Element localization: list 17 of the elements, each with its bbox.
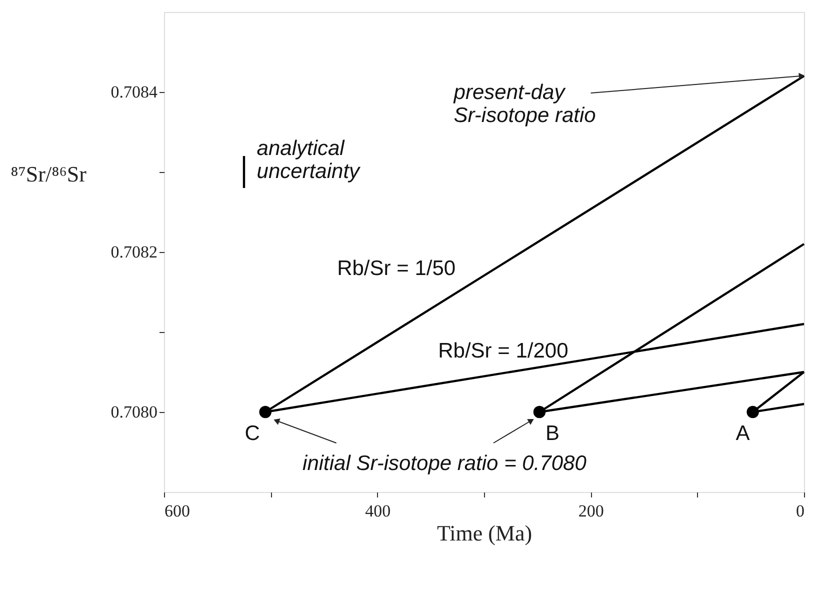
y-tick-label: 0.7082 (110, 242, 158, 262)
annotation: initial Sr-isotope ratio = 0.7080 (302, 452, 587, 475)
y-tick-label: 0.7084 (110, 82, 158, 102)
x-tick-label: 600 (164, 502, 190, 520)
x-tick-label: 0 (796, 502, 804, 520)
annotation: Rb/Sr = 1/50 (337, 256, 456, 280)
annotation: present-day Sr-isotope ratio (452, 81, 596, 127)
x-tick-label: 200 (578, 502, 604, 520)
annotation: B (545, 422, 560, 445)
annotation: analytical uncertainty (256, 136, 362, 183)
annotation: C (244, 422, 260, 445)
annotation: A (736, 422, 750, 445)
y-tick-label: 0.7080 (110, 402, 158, 422)
x-tick-label: 400 (365, 502, 391, 520)
y-axis-title: ⁸⁷Sr/⁸⁶Sr (10, 161, 88, 186)
annotation: Rb/Sr = 1/200 (438, 339, 568, 362)
x-axis-title: Time (Ma) (436, 520, 532, 546)
